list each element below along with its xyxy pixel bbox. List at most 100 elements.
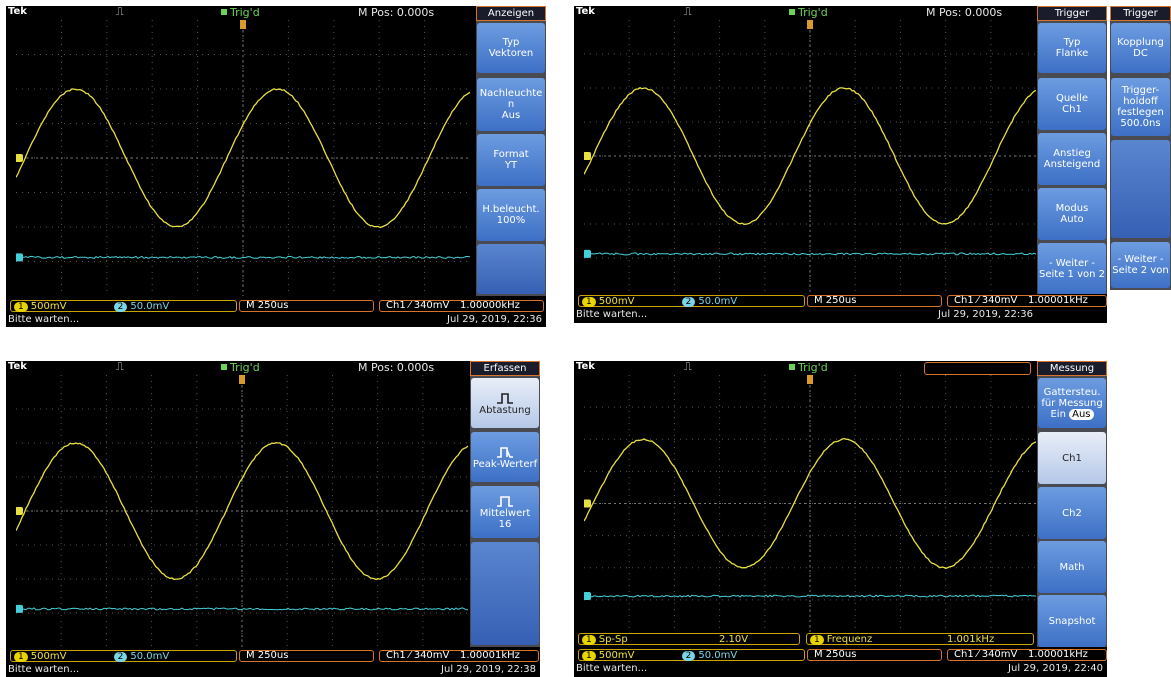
trigger-position-marker — [239, 375, 245, 384]
measurement-badge: 1 — [582, 635, 596, 645]
status-bar: 1 500mV 2 50.0mV M 250us Ch1 ⁄ 340mV 1.0000… — [574, 648, 1107, 662]
peak-detect-icon — [495, 445, 515, 459]
horizontal-position: M Pos: 0.000s — [358, 6, 434, 19]
backlight-button[interactable]: H.beleucht. 100% — [477, 189, 545, 241]
ch2-badge: 2 — [682, 297, 696, 307]
timebase[interactable]: M 250us — [239, 650, 374, 662]
scope-panel-erfassen: Tek ⎍ Trig'd M Pos: 0.000s Erfassen Abta… — [6, 361, 540, 677]
measurement-frequency[interactable]: 1 Frequenz 1.001kHz — [806, 633, 1034, 645]
empty-menu-slot — [477, 244, 545, 294]
channel-scales[interactable]: 1 500mV 2 50.0mV — [578, 649, 805, 661]
trigger-readout[interactable]: Ch1 ⁄ 340mV 1.00000kHz — [379, 300, 544, 312]
measure-ch2-button[interactable]: Ch2 — [1038, 487, 1106, 539]
brand-logo: Tek — [576, 6, 595, 17]
waveform-display[interactable] — [584, 375, 1036, 632]
ch1-marker — [584, 152, 591, 160]
scope-header: Tek ⎍ Trig'd — [574, 361, 1107, 375]
timebase[interactable]: M 250us — [807, 295, 942, 307]
message-bar: Bitte warten... Jul 29, 2019, 22:36 — [6, 314, 546, 326]
channel-scales[interactable]: 1 500mV 2 50.0mV — [578, 295, 805, 307]
brand-logo: Tek — [8, 6, 27, 17]
trigger-position-marker — [240, 20, 246, 29]
timestamp: Jul 29, 2019, 22:36 — [447, 314, 542, 325]
ch2-waveform — [16, 608, 468, 610]
side-menu: Trigger Typ Flanke Quelle Ch1 Anstieg Anste… — [1037, 6, 1107, 296]
horizontal-position-box — [924, 362, 1031, 375]
display-type-button[interactable]: Typ Vektoren — [477, 23, 545, 73]
ch1-scale: 500mV — [31, 301, 67, 312]
measure-ch1-button[interactable]: Ch1 — [1038, 432, 1106, 484]
trigger-menu-page-2: Trigger Kopplung DC Trigger-holdoff festle… — [1110, 6, 1171, 290]
trigger-type-button[interactable]: Typ Flanke — [1038, 23, 1106, 73]
persistence-button[interactable]: Nachleuchte n Aus — [477, 78, 545, 131]
timestamp: Jul 29, 2019, 22:40 — [1008, 663, 1103, 674]
trigger-status: Trig'd — [221, 361, 260, 374]
coupling-button[interactable]: Kopplung DC — [1111, 23, 1170, 73]
measurement-badge: 1 — [810, 635, 824, 645]
next-page-button[interactable]: - Weiter - Seite 1 von 2 — [1038, 243, 1106, 295]
trigger-readout[interactable]: Ch1 ⁄ 340mV 1.00001kHz — [379, 650, 539, 662]
channel-scales[interactable]: 1 500mV 2 50.0mV — [10, 300, 237, 312]
holdoff-button[interactable]: Trigger-holdoff festlegen 500.0ns — [1111, 78, 1170, 136]
ch2-waveform — [584, 253, 1036, 255]
trigger-readout[interactable]: Ch1 ⁄ 340mV 1.00001kHz — [947, 649, 1107, 661]
side-menu: Messung Gattersteu. für Messung Ein Aus C… — [1037, 361, 1107, 647]
ch1-marker — [584, 500, 591, 508]
ch2-badge: 2 — [114, 302, 128, 312]
status-message: Bitte warten... — [576, 663, 647, 674]
ch1-badge: 1 — [582, 297, 596, 307]
gating-off[interactable]: Aus — [1069, 409, 1093, 420]
measurement-label: Frequenz — [827, 634, 873, 645]
menu-title: Trigger — [1037, 6, 1107, 21]
measure-math-button[interactable]: Math — [1038, 541, 1106, 593]
trigger-source-button[interactable]: Quelle Ch1 — [1038, 78, 1106, 130]
empty-menu-slot — [471, 542, 539, 645]
timebase[interactable]: M 250us — [807, 649, 942, 661]
measurement-bar: 1 Sp-Sp 2.10V 1 Frequenz 1.001kHz — [574, 632, 1036, 646]
ch1-scale: 500mV — [31, 651, 67, 662]
sample-mode-button[interactable]: Abtastung — [471, 378, 539, 428]
gating-on[interactable]: Ein — [1050, 409, 1065, 420]
trigger-edge-icon: ⎍ — [116, 6, 124, 19]
trigger-edge-icon: ⎍ — [684, 6, 692, 19]
trigger-status: Trig'd — [221, 6, 260, 19]
trigger-level: Ch1 ⁄ 340mV — [954, 649, 1017, 660]
trigger-slope-button[interactable]: Anstieg Ansteigend — [1038, 133, 1106, 185]
timebase[interactable]: M 250us — [239, 300, 374, 312]
trigger-readout[interactable]: Ch1 ⁄ 340mV 1.00001kHz — [947, 295, 1107, 307]
snapshot-button[interactable]: Snapshot — [1038, 595, 1106, 647]
message-bar: Bitte warten... Jul 29, 2019, 22:36 — [574, 309, 1037, 321]
scope-panel-messung: Tek ⎍ Trig'd Messung Gattersteu. für Mess… — [574, 361, 1107, 677]
brand-logo: Tek — [8, 361, 27, 372]
trigger-frequency: 1.00001kHz — [1028, 650, 1088, 660]
ch1-scale: 500mV — [599, 296, 635, 307]
peak-detect-button[interactable]: Peak-Werterf — [471, 432, 539, 482]
trigger-mode-button[interactable]: Modus Auto — [1038, 188, 1106, 240]
measurement-peak-to-peak[interactable]: 1 Sp-Sp 2.10V — [578, 633, 800, 645]
waveform-display[interactable] — [16, 375, 468, 647]
status-bar: 1 500mV 2 50.0mV M 250us Ch1 ⁄ 340mV 1.0000… — [6, 299, 546, 313]
ch2-badge: 2 — [114, 652, 128, 662]
message-bar: Bitte warten... Jul 29, 2019, 22:38 — [6, 664, 540, 676]
scope-header: Tek ⎍ Trig'd M Pos: 0.000s — [6, 6, 546, 20]
timestamp: Jul 29, 2019, 22:36 — [938, 309, 1033, 320]
status-message: Bitte warten... — [576, 309, 647, 320]
scope-header: Tek ⎍ Trig'd M Pos: 0.000s — [574, 6, 1107, 20]
waveform-display[interactable] — [16, 20, 470, 296]
channel-scales[interactable]: 1 500mV 2 50.0mV — [10, 650, 237, 662]
trigger-status: Trig'd — [789, 361, 828, 374]
trigger-position-marker — [807, 20, 813, 29]
format-button[interactable]: Format YT — [477, 134, 545, 186]
brand-logo: Tek — [576, 361, 595, 372]
ch1-scale: 500mV — [599, 650, 635, 661]
ch2-marker — [16, 605, 23, 613]
ch2-marker — [584, 250, 591, 258]
menu-title: Trigger — [1110, 6, 1171, 21]
waveform-display[interactable] — [584, 20, 1036, 292]
scope-panel-trigger: Tek ⎍ Trig'd M Pos: 0.000s Trigger Typ Fl… — [574, 6, 1107, 323]
average-mode-button[interactable]: Mittelwert 16 — [471, 486, 539, 538]
menu-title: Erfassen — [470, 361, 540, 376]
gating-button[interactable]: Gattersteu. für Messung Ein Aus — [1038, 378, 1106, 428]
trigger-frequency: 1.00000kHz — [460, 301, 520, 311]
next-page-button[interactable]: - Weiter - Seite 2 von — [1111, 242, 1170, 288]
